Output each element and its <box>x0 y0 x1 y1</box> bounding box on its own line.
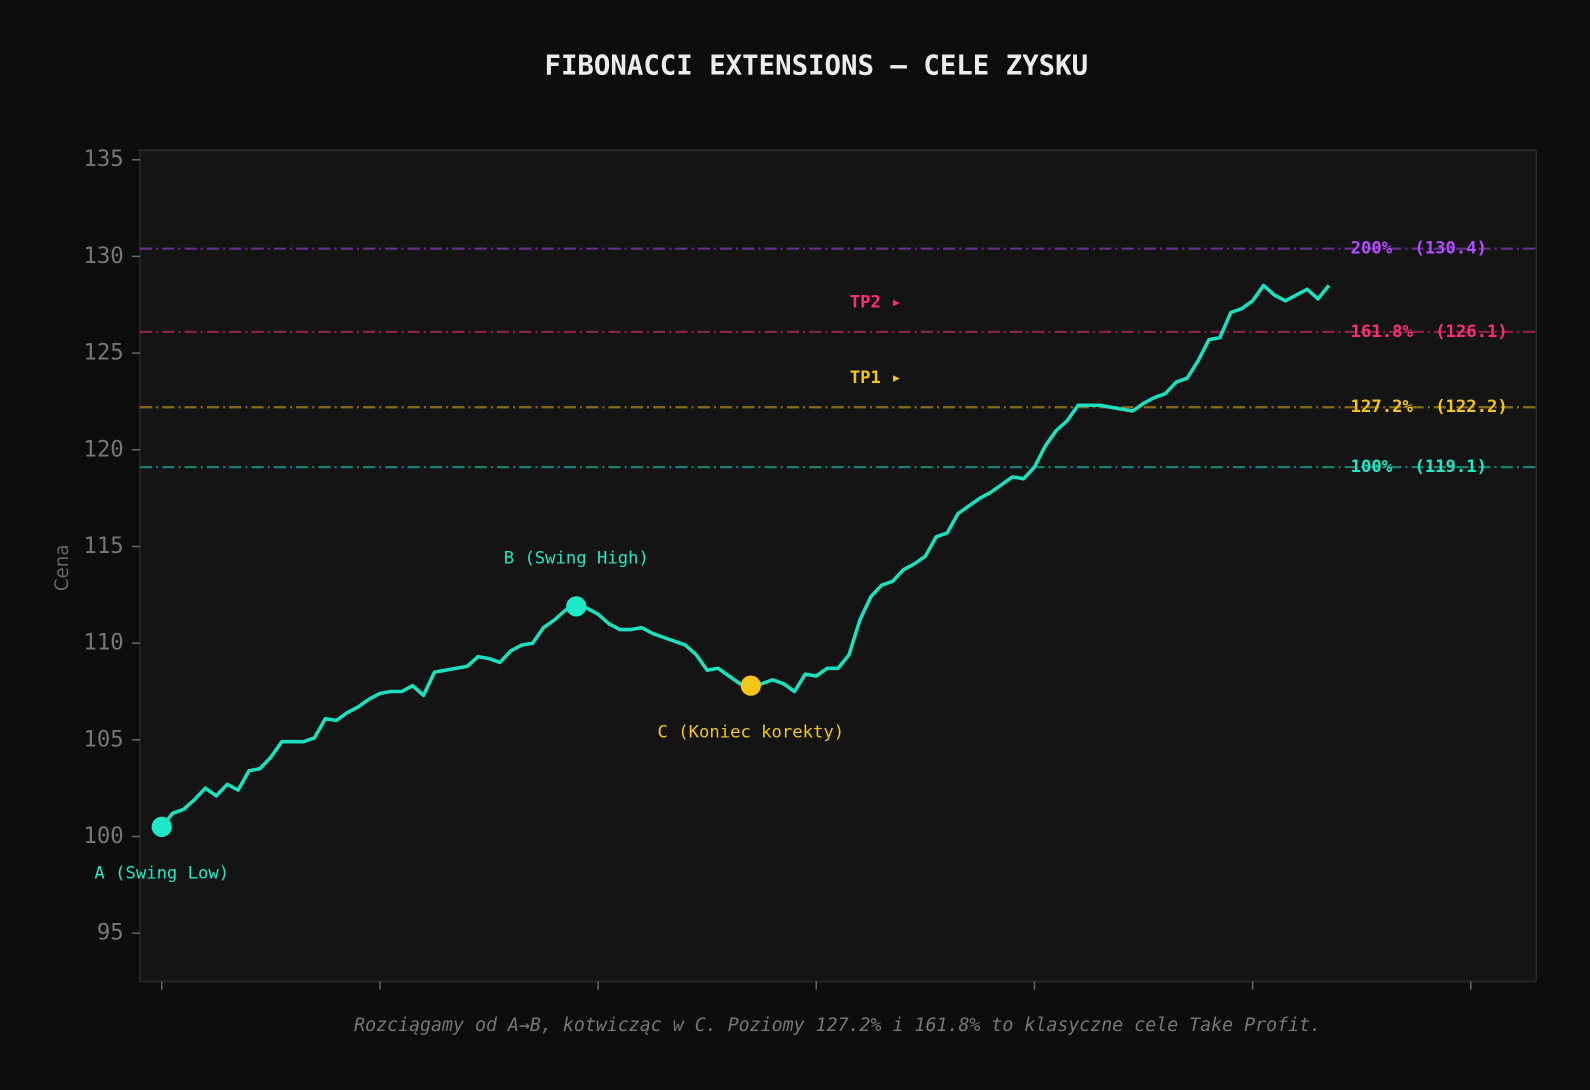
y-tick-label: 130 <box>83 243 123 269</box>
y-tick-label: 135 <box>83 146 123 172</box>
y-tick-label: 100 <box>83 823 123 849</box>
y-tick-label: 95 <box>97 920 124 946</box>
y-tick-label: 110 <box>83 630 123 656</box>
y-axis-label: Cena <box>52 544 73 591</box>
y-tick-label: 115 <box>83 533 123 559</box>
swing-label: A (Swing Low) <box>94 863 229 883</box>
chart-title: FIBONACCI EXTENSIONS — CELE ZYSKU <box>544 50 1088 81</box>
fib-level-value: (122.2) <box>1435 397 1508 417</box>
swing-label: B (Swing High) <box>504 549 649 569</box>
fib-level-label: 200% (130.4) <box>1351 239 1487 259</box>
swing-point <box>740 675 761 696</box>
y-tick-label: 120 <box>83 436 123 462</box>
fib-level-value: (119.1) <box>1414 457 1487 477</box>
fib-level-value: (130.4) <box>1414 239 1487 259</box>
fib-level-name: 200% <box>1351 239 1393 259</box>
y-tick-label: 125 <box>83 340 123 366</box>
fib-level-name: 161.8% <box>1351 322 1414 342</box>
target-label: TP1 ▸ <box>850 368 902 388</box>
swing-point <box>566 596 587 617</box>
fib-level-name: 100% <box>1351 457 1393 477</box>
caption: Rozciągamy od A→B, kotwicząc w C. Poziom… <box>354 1015 1321 1036</box>
swing-point <box>151 816 172 837</box>
plot-layer: 95 100 105 110 115 120 125 130 135 100% (119.1) 127… <box>83 146 1537 990</box>
plot-area <box>139 149 1538 983</box>
fib-level-label: 100% (119.1) <box>1351 457 1487 477</box>
fib-level-name: 127.2% <box>1351 397 1414 417</box>
target-label: TP2 ▸ <box>850 292 902 312</box>
swing-label: C (Koniec korekty) <box>658 722 845 742</box>
fib-level-label: 127.2% (122.2) <box>1351 397 1508 417</box>
fib-level-label: 161.8% (126.1) <box>1351 322 1508 342</box>
fib-level-value: (126.1) <box>1435 322 1508 342</box>
y-tick-label: 105 <box>83 726 123 752</box>
